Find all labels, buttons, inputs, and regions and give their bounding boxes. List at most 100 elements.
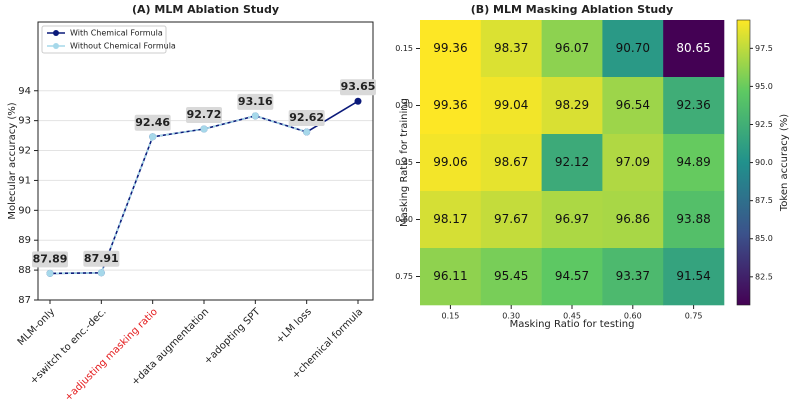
x-tick-label: +LM loss [274, 306, 314, 346]
y-tick-label: 91 [18, 175, 31, 186]
cell-label: 98.29 [555, 98, 589, 112]
point [149, 133, 157, 141]
cell-label: 91.54 [676, 269, 710, 283]
heat-cell [541, 20, 603, 78]
cell-label: 94.89 [676, 155, 710, 169]
x-tick-label: MLM-only [16, 306, 58, 348]
heat-cell [541, 134, 603, 192]
cell-label: 97.09 [616, 155, 650, 169]
heat-cell [663, 248, 725, 306]
x-tick-label: 0.30 [502, 312, 520, 321]
x-tick-label: 0.60 [624, 312, 642, 321]
y-tick-label: 90 [18, 205, 31, 216]
y-axis-label: Masking Ratio for training [399, 98, 410, 227]
cell-label: 95.45 [494, 269, 528, 283]
data-label: 87.89 [33, 252, 68, 265]
colorbar-tick-label: 82.5 [755, 272, 773, 281]
legend-label: Without Chemical Formula [70, 42, 176, 51]
cell-label: 96.07 [555, 41, 589, 55]
chart-title: (B) MLM Masking Ablation Study [471, 3, 673, 16]
heat-cell [602, 77, 664, 135]
cell-label: 94.57 [555, 269, 589, 283]
y-tick-label: 89 [18, 235, 31, 246]
heat-cell [602, 191, 664, 249]
heat-cell [541, 248, 603, 306]
chart-title: (A) MLM Ablation Study [132, 3, 279, 16]
heat-cell [420, 248, 482, 306]
heat-cell [420, 20, 482, 78]
y-tick-label: 93 [18, 116, 31, 127]
cell-label: 97.67 [494, 212, 528, 226]
y-tick-label: 0.45 [395, 158, 413, 167]
x-tick-label: +adjusting masking ratio [63, 306, 160, 400]
series-line [49, 115, 307, 275]
y-tick-label: 0.15 [395, 44, 413, 53]
cell-label: 96.54 [616, 98, 650, 112]
heat-cell [602, 248, 664, 306]
colorbar-label: Token accuracy (%) [779, 114, 790, 212]
point [97, 269, 105, 277]
y-tick-label: 0.60 [395, 215, 413, 224]
point [46, 269, 54, 277]
heat-cell [480, 20, 542, 78]
data-label: 87.91 [84, 252, 119, 265]
cell-label: 99.06 [433, 155, 467, 169]
heat-cell [541, 77, 603, 135]
heat-cell [480, 191, 542, 249]
legend-label: With Chemical Formula [70, 29, 163, 38]
data-label-box [134, 114, 171, 131]
point [251, 112, 259, 120]
y-tick-label: 92 [18, 146, 31, 157]
cell-label: 93.88 [676, 212, 710, 226]
y-tick-label: 88 [18, 265, 31, 276]
heat-cell [420, 191, 482, 249]
cell-label: 80.65 [676, 41, 710, 55]
y-tick-label: 0.30 [395, 101, 413, 110]
heat-cell [663, 20, 725, 78]
x-tick-label: +adopting SPT [202, 306, 263, 367]
data-label-box [186, 107, 222, 124]
legend-box [41, 25, 167, 54]
cell-label: 90.70 [616, 41, 650, 55]
cell-label: 92.12 [555, 155, 589, 169]
point [200, 125, 208, 133]
cell-label: 98.37 [494, 41, 528, 55]
cell-label: 96.97 [555, 212, 589, 226]
heat-cell [541, 191, 603, 249]
data-label: 92.72 [187, 108, 222, 121]
cell-label: 99.36 [433, 98, 467, 112]
heat-cell [602, 20, 664, 78]
data-label-box [32, 251, 68, 268]
colorbar-tick-label: 92.5 [755, 120, 773, 129]
heat-cell [480, 134, 542, 192]
data-label: 93.16 [238, 95, 273, 108]
cell-label: 93.37 [616, 269, 650, 283]
colorbar-tick-label: 90.0 [755, 158, 773, 167]
legend-marker [53, 30, 59, 36]
point [303, 128, 311, 136]
cell-label: 92.36 [676, 98, 710, 112]
colorbar-tick-label: 95.0 [755, 82, 773, 91]
cell-label: 96.11 [433, 269, 467, 283]
x-tick-label: 0.75 [685, 312, 703, 321]
heat-cell [420, 134, 482, 192]
cell-label: 99.36 [433, 41, 467, 55]
heat-cell [663, 77, 725, 135]
data-label-box [288, 110, 325, 127]
cell-label: 96.86 [616, 212, 650, 226]
data-label: 92.62 [289, 111, 324, 124]
data-label-box [237, 93, 274, 110]
colorbar [736, 19, 751, 306]
heat-cell [480, 248, 542, 306]
y-axis-label: Molecular accuracy (%) [7, 102, 18, 219]
data-label-box [340, 79, 376, 96]
legend-marker [53, 43, 59, 49]
heat-cell [420, 77, 482, 135]
cell-label: 98.67 [494, 155, 528, 169]
colorbar-tick-label: 97.5 [755, 44, 773, 53]
heat-cell [663, 134, 725, 192]
y-tick-label: 87 [18, 295, 31, 306]
heat-cell [663, 191, 725, 249]
y-tick-label: 94 [18, 86, 31, 97]
